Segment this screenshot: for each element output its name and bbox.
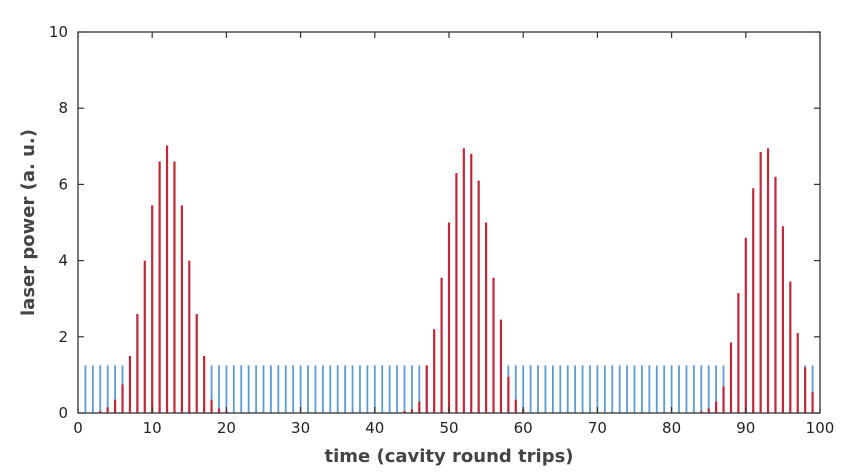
- x-axis-label: time (cavity round trips): [324, 446, 573, 467]
- x-tick-label: 70: [588, 419, 607, 437]
- x-tick-label: 80: [662, 419, 681, 437]
- red-series: [99, 145, 814, 413]
- x-tick-label: 50: [439, 419, 458, 437]
- y-tick-label: 2: [58, 328, 68, 346]
- y-tick-label: 4: [58, 252, 68, 270]
- y-axis-label: laser power (a. u.): [18, 129, 39, 316]
- y-tick-label: 8: [58, 99, 68, 117]
- y-tick-labels: 0 2 4 6 8 10: [49, 23, 68, 422]
- y-tick-label: 10: [49, 23, 68, 41]
- x-tick-labels: 0 10 20 30 40 50 60 70 80 90 100: [73, 419, 834, 437]
- x-tick-label: 0: [73, 419, 83, 437]
- y-tick-label: 6: [58, 175, 68, 193]
- x-tick-label: 100: [806, 419, 835, 437]
- x-tick-label: 30: [291, 419, 310, 437]
- y-tick-label: 0: [58, 404, 68, 422]
- x-tick-label: 40: [365, 419, 384, 437]
- x-tick-label: 10: [143, 419, 162, 437]
- axis-ticks: [77, 31, 821, 414]
- x-tick-label: 20: [217, 419, 236, 437]
- x-tick-label: 60: [514, 419, 533, 437]
- x-tick-label: 90: [736, 419, 755, 437]
